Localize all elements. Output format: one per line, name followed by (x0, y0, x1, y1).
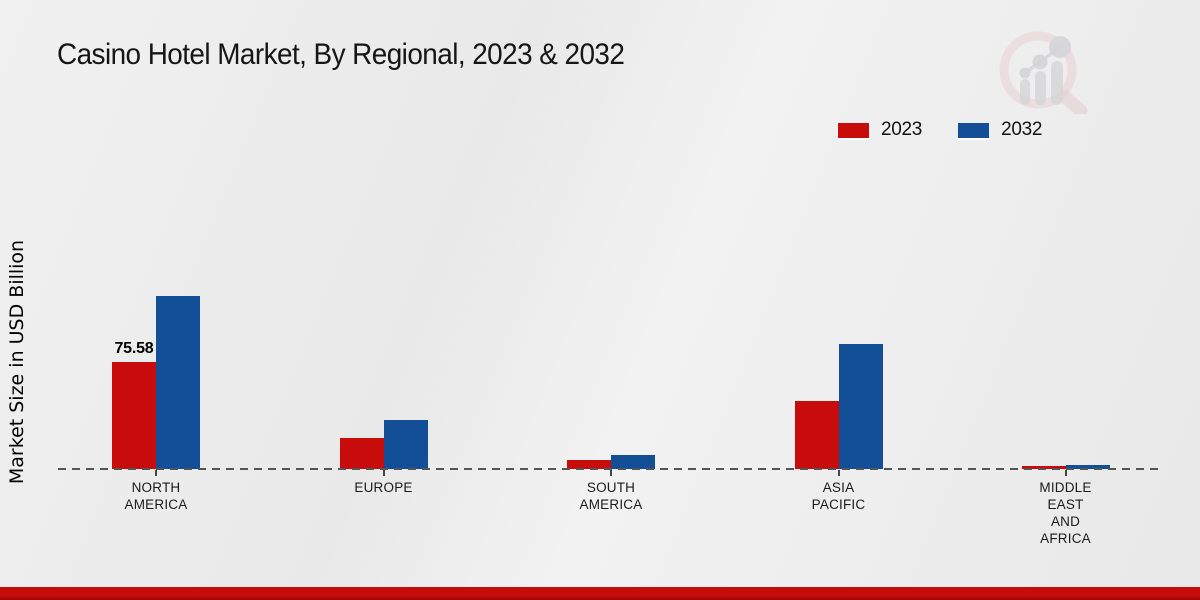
legend-swatch-2032-icon (958, 122, 990, 138)
x-axis-label-europe: EUROPE (354, 480, 413, 495)
bar-2023-middle-east-and-africa (1021, 466, 1066, 469)
x-axis-label-middle-east-and-africa: MIDDLE EAST AND AFRICA (1039, 480, 1092, 546)
legend-entry-2032: 2032 (958, 119, 1042, 141)
footer-red-band (0, 587, 1200, 600)
bar-2032-north-america (156, 296, 200, 469)
x-tick-north-america (155, 470, 157, 476)
x-axis-label-asia-pacific: ASIA PACIFIC (811, 480, 866, 512)
legend-swatch-2023-icon (838, 122, 869, 138)
chart-title: Casino Hotel Market, By Regional, 2023 &… (57, 38, 625, 71)
brand-logo-magnifier-chart-icon (999, 31, 1088, 114)
legend: 2023 2032 (838, 119, 1042, 141)
bar-2023-asia-pacific (794, 401, 839, 469)
x-axis-baseline (58, 468, 1159, 470)
x-axis-label-south-america: SOUTH AMERICA (579, 480, 643, 512)
x-tick-europe (382, 470, 385, 476)
bar-2023-south-america (567, 460, 611, 469)
bar-2023-europe (339, 438, 384, 469)
x-axis-label-north-america: NORTH AMERICA (124, 480, 188, 512)
x-tick-middle-east-and-africa (1064, 470, 1067, 476)
legend-label-2032: 2032 (1001, 119, 1043, 140)
value-label-2023-north-america: 75.58 (114, 340, 154, 357)
bar-2032-south-america (611, 455, 655, 469)
legend-label-2023: 2023 (881, 119, 923, 140)
bar-2023-north-america (112, 362, 156, 469)
x-tick-asia-pacific (837, 470, 840, 476)
bar-2032-asia-pacific (838, 344, 883, 469)
x-tick-south-america (610, 470, 612, 476)
bar-2032-europe (383, 420, 428, 469)
bar-2032-middle-east-and-africa (1065, 465, 1110, 469)
legend-entry-2023: 2023 (838, 119, 922, 141)
